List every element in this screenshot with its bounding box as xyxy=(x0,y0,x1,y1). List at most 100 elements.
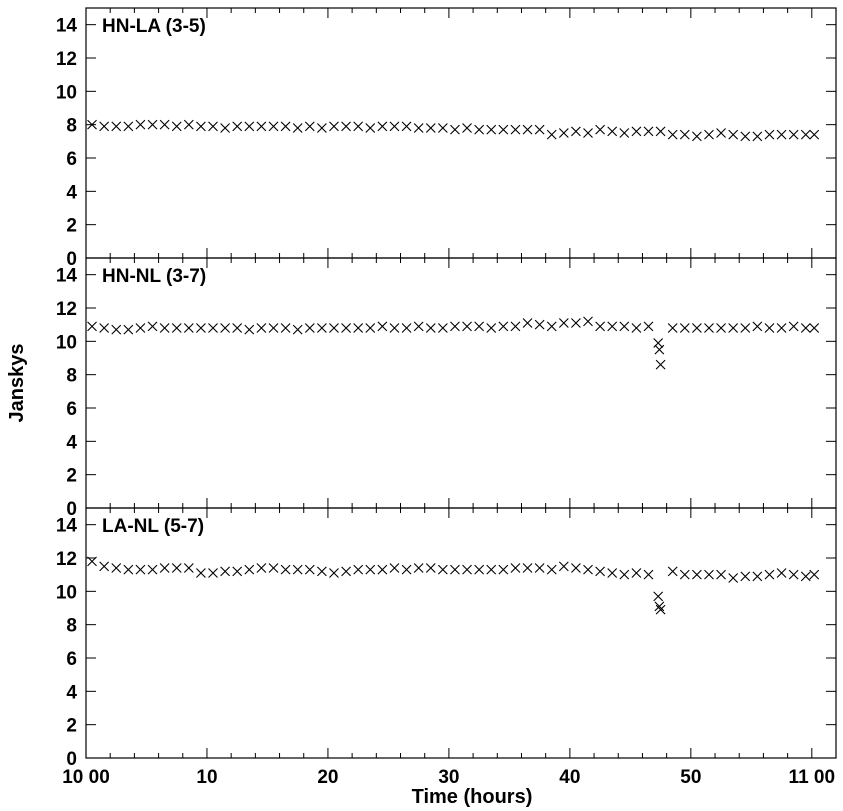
data-point xyxy=(558,561,569,572)
data-point xyxy=(474,124,485,135)
data-point xyxy=(87,556,97,567)
data-point xyxy=(208,121,218,132)
data-point xyxy=(123,121,134,132)
data-point xyxy=(377,321,388,332)
data-point xyxy=(510,124,521,135)
data-point xyxy=(631,323,642,333)
x-tick-label: 30 xyxy=(438,767,459,788)
y-tick-label: 4 xyxy=(66,682,77,703)
data-point xyxy=(99,121,110,132)
data-point xyxy=(462,123,472,133)
data-point xyxy=(800,571,811,582)
data-point xyxy=(135,119,146,130)
data-point xyxy=(232,566,243,577)
data-point xyxy=(486,124,497,135)
data-point xyxy=(196,568,206,578)
data-point xyxy=(655,359,666,370)
x-tick-label: 10 xyxy=(196,767,217,788)
y-tick-label: 12 xyxy=(56,299,77,320)
data-point xyxy=(329,121,339,132)
data-point xyxy=(752,571,763,582)
data-point xyxy=(740,131,751,142)
data-point xyxy=(401,121,412,132)
data-point xyxy=(341,323,351,333)
y-tick-label: 12 xyxy=(56,49,77,70)
data-point xyxy=(752,131,763,142)
data-point xyxy=(437,564,448,575)
data-point xyxy=(208,568,218,578)
y-tick-label: 6 xyxy=(66,649,77,670)
data-point xyxy=(534,563,545,573)
data-point xyxy=(341,566,351,577)
data-point xyxy=(111,563,122,573)
y-tick-label: 6 xyxy=(66,149,77,170)
data-point xyxy=(292,564,303,575)
data-point xyxy=(716,323,726,333)
data-point xyxy=(474,564,485,575)
data-point xyxy=(389,323,400,333)
data-point xyxy=(583,316,593,327)
data-point xyxy=(619,569,630,580)
data-point xyxy=(365,123,376,133)
data-point xyxy=(450,564,460,575)
data-point xyxy=(667,323,678,333)
data-point xyxy=(788,569,799,580)
data-point xyxy=(450,124,460,135)
panel-frame xyxy=(85,257,837,509)
data-point xyxy=(740,323,751,333)
data-point xyxy=(304,121,315,132)
data-point xyxy=(631,568,642,578)
data-point xyxy=(425,563,436,573)
data-point xyxy=(111,324,122,335)
data-point xyxy=(546,564,557,575)
data-point xyxy=(268,323,279,333)
data-point xyxy=(425,323,436,333)
data-point xyxy=(776,323,787,333)
y-tick-label: 2 xyxy=(66,216,77,237)
panel-label: HN-LA (3-5) xyxy=(102,16,206,37)
x-tick-label: 40 xyxy=(559,767,580,788)
data-point xyxy=(486,564,497,575)
y-tick-label: 0 xyxy=(66,749,77,770)
data-point xyxy=(510,563,521,573)
data-point xyxy=(679,569,690,580)
data-point xyxy=(329,568,339,578)
data-point xyxy=(546,129,557,140)
data-point xyxy=(280,564,291,575)
data-point xyxy=(244,121,255,132)
data-point xyxy=(147,564,158,575)
data-point xyxy=(643,126,654,137)
data-point xyxy=(353,121,364,132)
data-point xyxy=(534,319,545,330)
data-point xyxy=(256,563,267,573)
data-point xyxy=(595,124,606,135)
data-point xyxy=(244,564,255,575)
data-point xyxy=(498,124,509,135)
data-point xyxy=(413,563,424,573)
data-point xyxy=(304,323,315,333)
data-point xyxy=(171,323,182,333)
data-point xyxy=(607,321,618,332)
x-axis-title: Time (hours) xyxy=(412,786,533,808)
y-tick-label: 0 xyxy=(66,499,77,520)
data-point xyxy=(619,128,630,138)
data-point xyxy=(159,323,170,333)
data-point xyxy=(800,129,811,140)
data-point xyxy=(583,128,593,138)
data-point xyxy=(752,321,763,332)
data-point xyxy=(631,126,642,137)
data-point xyxy=(607,568,618,578)
data-point xyxy=(655,126,666,137)
y-tick-label: 14 xyxy=(56,16,78,37)
data-point xyxy=(183,563,194,573)
data-point xyxy=(522,563,533,573)
data-point xyxy=(171,563,182,573)
data-point xyxy=(728,573,739,583)
data-point xyxy=(111,121,122,132)
data-point xyxy=(607,126,618,137)
data-point xyxy=(316,566,327,577)
data-point xyxy=(292,324,303,335)
data-point xyxy=(147,119,158,130)
data-point xyxy=(196,121,206,132)
